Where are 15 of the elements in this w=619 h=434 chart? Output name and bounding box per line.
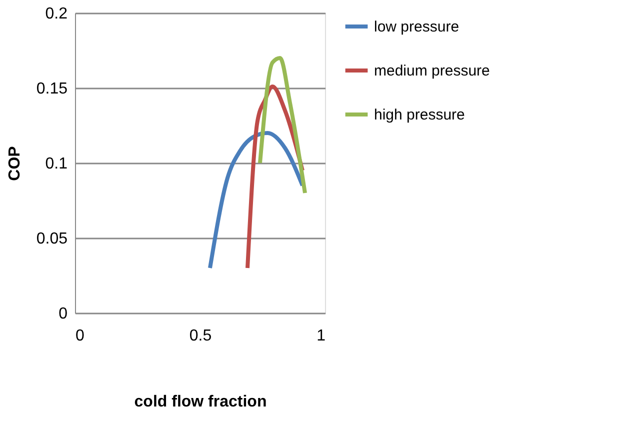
- x-tick-label: 0.5: [189, 328, 212, 344]
- legend-label: high pressure: [374, 106, 465, 124]
- y-tick-label: 0: [58, 306, 68, 322]
- x-tick-label: 0: [76, 328, 84, 344]
- y-tick-label: 0.15: [36, 80, 68, 98]
- legend-label: medium pressure: [374, 62, 490, 80]
- line-series: [208, 131, 304, 270]
- x-tick-label: 1: [316, 328, 326, 344]
- y-tick-label: 0.1: [45, 156, 68, 172]
- y-axis-title: COP: [6, 146, 24, 181]
- x-axis-title: cold flow fraction: [134, 394, 267, 410]
- legend-label: low pressure: [374, 18, 460, 36]
- line-series: [258, 56, 307, 195]
- y-tick-label: 0.2: [45, 6, 68, 22]
- y-tick-label: 0.05: [36, 230, 68, 248]
